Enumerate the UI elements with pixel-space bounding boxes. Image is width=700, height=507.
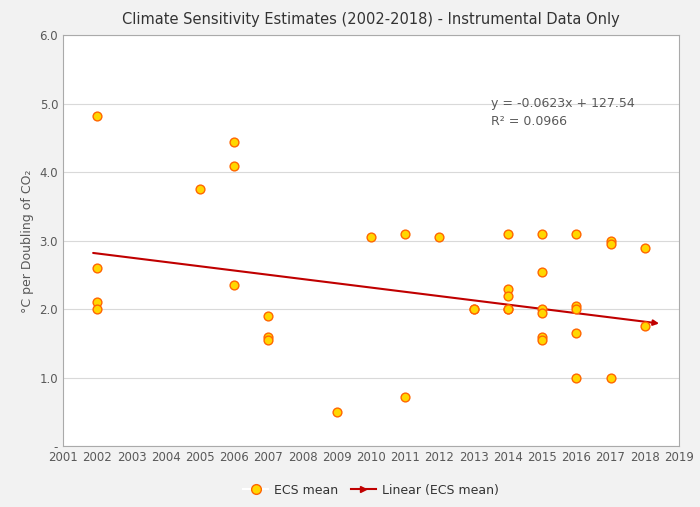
Point: [639, 243, 650, 251]
Point: [468, 305, 480, 313]
Point: [92, 112, 103, 120]
Point: [570, 374, 582, 382]
Point: [536, 268, 547, 276]
Point: [195, 185, 206, 193]
Point: [536, 230, 547, 238]
Point: [605, 374, 616, 382]
Point: [92, 264, 103, 272]
Point: [570, 230, 582, 238]
Point: [605, 240, 616, 248]
Point: [468, 305, 480, 313]
Text: y = -0.0623x + 127.54
R² = 0.0966: y = -0.0623x + 127.54 R² = 0.0966: [491, 97, 634, 128]
Point: [228, 137, 239, 146]
Point: [570, 305, 582, 313]
Point: [331, 408, 342, 416]
Point: [605, 237, 616, 245]
Title: Climate Sensitivity Estimates (2002-2018) - Instrumental Data Only: Climate Sensitivity Estimates (2002-2018…: [122, 12, 620, 27]
Point: [434, 233, 445, 241]
Point: [92, 298, 103, 306]
Point: [262, 336, 274, 344]
Point: [503, 292, 514, 300]
Point: [262, 333, 274, 341]
Point: [262, 312, 274, 320]
Point: [503, 305, 514, 313]
Point: [639, 322, 650, 331]
Point: [570, 329, 582, 337]
Point: [536, 333, 547, 341]
Point: [536, 336, 547, 344]
Point: [400, 230, 411, 238]
Y-axis label: °C per Doubling of CO₂: °C per Doubling of CO₂: [21, 169, 34, 313]
Point: [503, 230, 514, 238]
Point: [228, 281, 239, 289]
Point: [503, 305, 514, 313]
Point: [228, 161, 239, 169]
Point: [503, 284, 514, 293]
Point: [536, 305, 547, 313]
Point: [400, 393, 411, 401]
Point: [536, 309, 547, 317]
Point: [92, 305, 103, 313]
Legend: ECS mean, Linear (ECS mean): ECS mean, Linear (ECS mean): [238, 479, 504, 501]
Point: [365, 233, 377, 241]
Point: [570, 302, 582, 310]
